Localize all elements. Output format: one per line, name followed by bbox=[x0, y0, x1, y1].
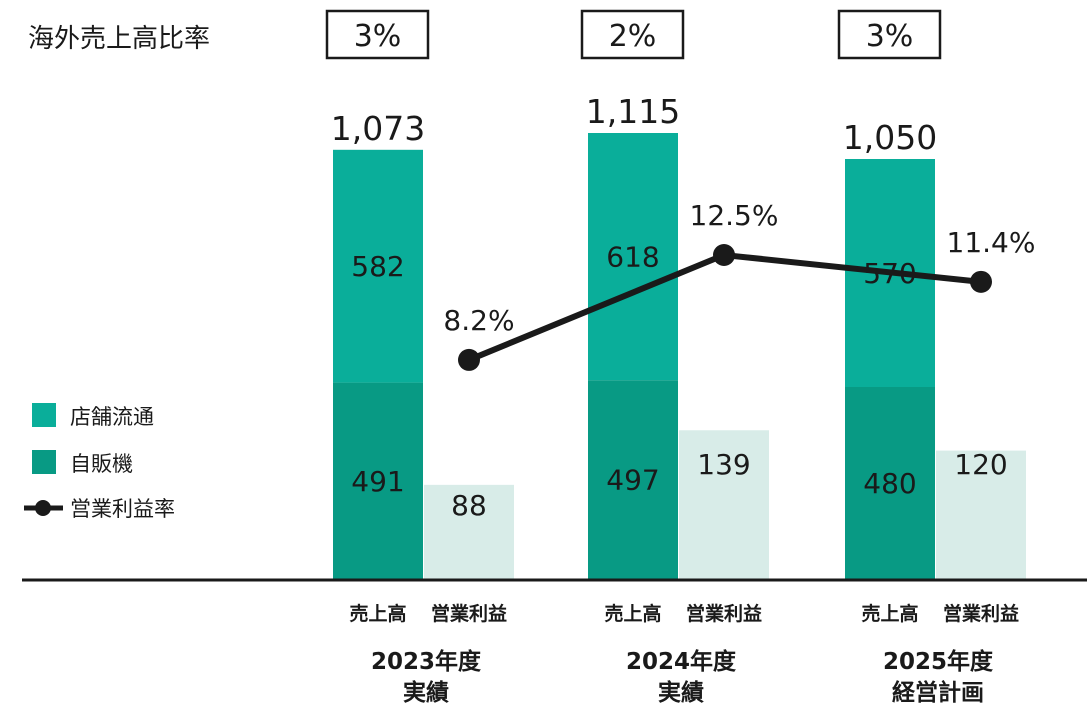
bar-label-store-retail: 582 bbox=[351, 250, 404, 283]
x-category-sublabel: 実績 bbox=[658, 679, 704, 706]
x-sublabel-sales: 売上高 bbox=[861, 602, 918, 625]
margin-point bbox=[970, 270, 992, 293]
x-category-label: 2025年度 bbox=[883, 648, 994, 675]
bar-label-vending: 480 bbox=[863, 467, 916, 500]
margin-label: 11.4% bbox=[947, 226, 1036, 259]
overseas-ratio-box bbox=[580, 9, 685, 60]
sales-total-label: 1,073 bbox=[331, 109, 425, 148]
margin-point bbox=[713, 244, 735, 266]
bar-vending bbox=[333, 382, 423, 579]
overseas-ratio-value: 3% bbox=[866, 19, 914, 54]
margin-label: 12.5% bbox=[690, 199, 779, 232]
bar-label-operating-profit: 139 bbox=[697, 448, 750, 481]
legend-label-margin: 営業利益率 bbox=[70, 497, 175, 521]
bar-operating-profit bbox=[936, 450, 1026, 579]
sales-total-label: 1,115 bbox=[586, 92, 680, 131]
bar-operating-profit bbox=[424, 484, 514, 579]
margin-label: 8.2% bbox=[443, 304, 514, 337]
overseas-ratio-value: 3% bbox=[354, 19, 402, 54]
bar-label-operating-profit: 120 bbox=[954, 448, 1007, 481]
bar-label-vending: 491 bbox=[351, 465, 404, 498]
bar-vending bbox=[588, 380, 678, 579]
bar-store-retail bbox=[333, 149, 423, 383]
overseas-ratio-box bbox=[837, 9, 942, 60]
bar-label-vending: 497 bbox=[606, 464, 659, 497]
x-category-sublabel: 経営計画 bbox=[892, 679, 984, 706]
x-sublabel-sales: 売上高 bbox=[349, 602, 406, 625]
legend-marker-margin bbox=[35, 500, 51, 516]
x-sublabel-sales: 売上高 bbox=[604, 602, 661, 625]
legend-label-vending: 自販機 bbox=[70, 452, 133, 476]
sales-total-label: 1,050 bbox=[843, 118, 937, 157]
x-sublabel-profit: 営業利益 bbox=[431, 602, 507, 625]
bar-operating-profit bbox=[679, 430, 769, 579]
bar-label-operating-profit: 88 bbox=[451, 489, 487, 522]
bar-vending bbox=[845, 387, 935, 579]
overseas-ratio-value: 2% bbox=[609, 19, 657, 54]
bar-store-retail bbox=[588, 133, 678, 381]
x-category-sublabel: 実績 bbox=[403, 679, 449, 706]
margin-point bbox=[458, 348, 480, 371]
bar-label-store-retail: 618 bbox=[606, 241, 659, 274]
x-category-label: 2023年度 bbox=[371, 648, 482, 675]
x-sublabel-profit: 営業利益 bbox=[943, 602, 1019, 625]
overseas-ratio-title: 海外売上高比率 bbox=[28, 24, 210, 54]
legend-swatch-vending bbox=[32, 450, 56, 474]
legend-label-store-retail: 店舗流通 bbox=[70, 405, 154, 429]
x-sublabel-profit: 営業利益 bbox=[686, 602, 762, 625]
overseas-ratio-box bbox=[325, 9, 430, 60]
x-category-label: 2024年度 bbox=[626, 648, 737, 675]
legend-swatch-store-retail bbox=[32, 403, 56, 427]
